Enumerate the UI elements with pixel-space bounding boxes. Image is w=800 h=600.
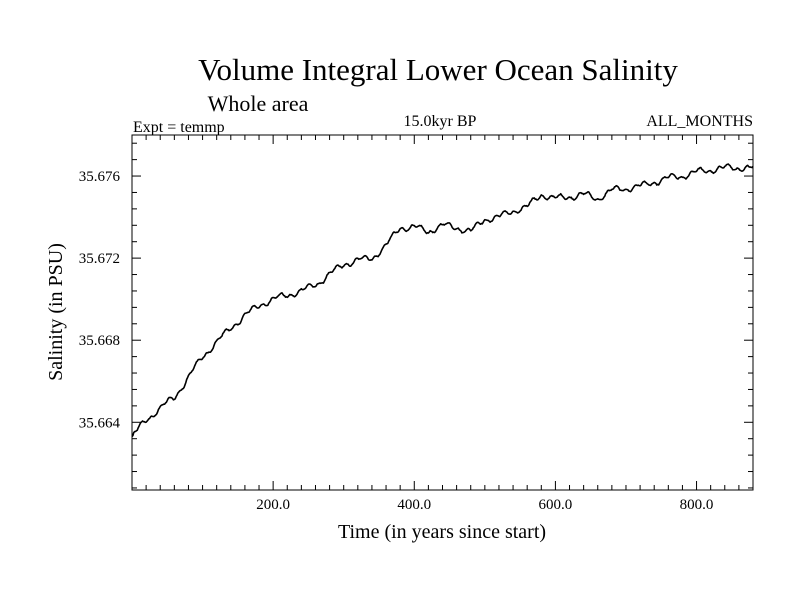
y-tick-label: 35.668 <box>79 333 120 349</box>
x-tick-label: 600.0 <box>539 497 573 513</box>
salinity-series-line <box>131 163 754 438</box>
chart-subtitle: Whole area <box>208 91 309 116</box>
x-axis-label: Time (in years since start) <box>338 521 546 543</box>
x-tick-label: 400.0 <box>397 497 431 513</box>
experiment-label: Expt = temmp <box>133 119 225 136</box>
y-tick-labels: 35.664 35.668 35.672 35.676 <box>79 169 121 431</box>
chart-title: Volume Integral Lower Ocean Salinity <box>198 52 678 87</box>
x-tick-label: 800.0 <box>680 497 714 513</box>
y-axis-label: Salinity (in PSU) <box>45 243 67 381</box>
plot-frame <box>131 134 754 491</box>
y-tick-label: 35.676 <box>79 169 121 185</box>
x-tick-labels: 200.0 400.0 600.0 800.0 <box>256 497 713 513</box>
period-label: 15.0kyr BP <box>404 113 477 130</box>
y-tick-label: 35.672 <box>79 251 120 267</box>
x-tick-label: 200.0 <box>256 497 290 513</box>
y-tick-label: 35.664 <box>79 415 121 431</box>
months-label: ALL_MONTHS <box>646 113 753 130</box>
axis-ticks <box>132 135 753 490</box>
